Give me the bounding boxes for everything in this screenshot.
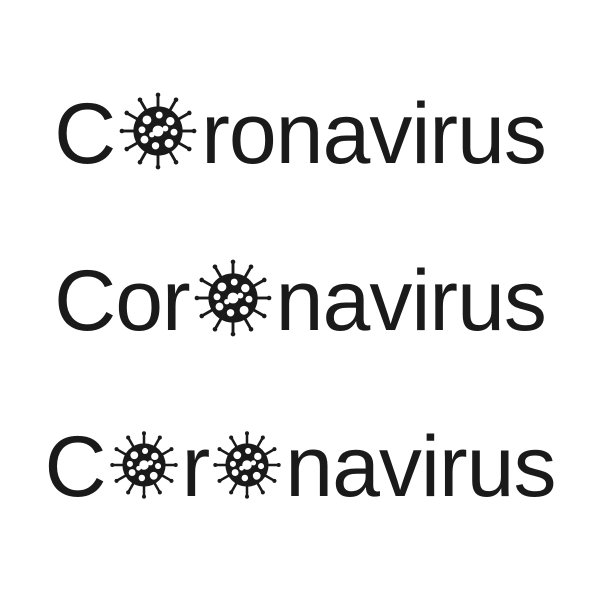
virus-icon — [211, 429, 283, 506]
virus-icon — [117, 90, 199, 177]
text-segment: r — [182, 424, 210, 510]
text-segment: C — [54, 91, 115, 177]
text-segment: Cor — [54, 258, 190, 344]
coronavirus-row-2: Cor navirus — [20, 257, 580, 344]
virus-icon — [192, 257, 274, 344]
virus-icon — [108, 429, 180, 506]
text-segment: C — [45, 424, 106, 510]
text-segment: navirus — [276, 258, 546, 344]
coronavirus-row-1: C ronavirus — [20, 90, 580, 177]
text-segment: ronavirus — [201, 91, 546, 177]
coronavirus-row-3: C r navirus — [20, 424, 580, 510]
text-segment: navirus — [285, 424, 555, 510]
